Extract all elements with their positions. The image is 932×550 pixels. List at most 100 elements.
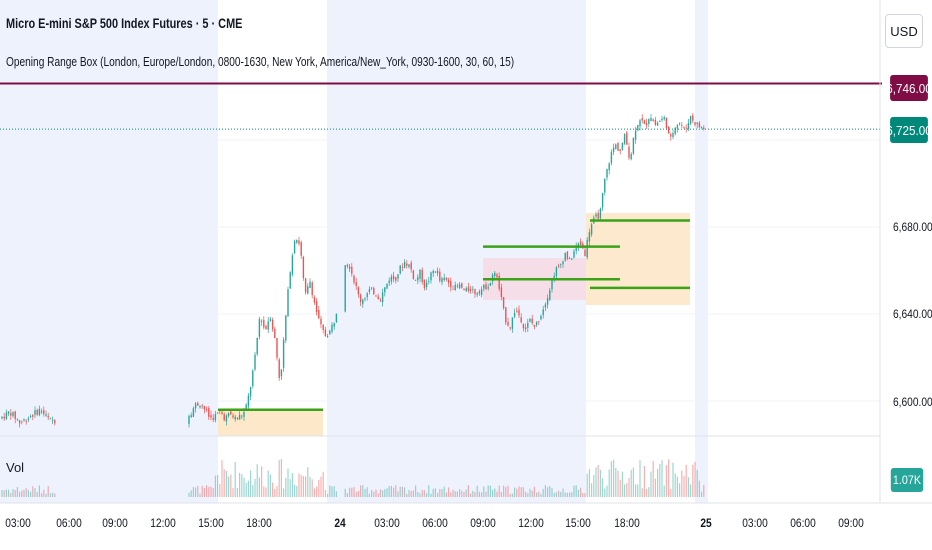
candle-body	[588, 232, 591, 242]
candle-body	[364, 298, 366, 300]
candle-body	[564, 252, 566, 261]
volume-bar	[483, 486, 485, 497]
candle-body	[549, 290, 551, 300]
volume-bar	[591, 483, 593, 497]
candle-body	[381, 292, 384, 303]
volume-bar	[602, 478, 604, 497]
candle-body	[520, 317, 522, 323]
volume-bar	[223, 469, 225, 497]
candle-body	[406, 263, 408, 266]
volume-bar	[362, 485, 364, 497]
volume-bar	[551, 488, 553, 497]
volume-bar	[485, 491, 487, 497]
candle-body	[23, 419, 25, 421]
candle-body	[626, 132, 628, 145]
candle-body	[689, 116, 692, 124]
volume-bar	[461, 490, 463, 497]
candle-body	[414, 279, 417, 281]
candle-body	[502, 296, 505, 308]
volume-bar	[373, 491, 375, 497]
candle-body	[230, 411, 232, 415]
volume-bar	[34, 488, 36, 497]
candle-body	[410, 262, 412, 270]
volume-bar	[245, 482, 247, 497]
volume-bar	[628, 477, 630, 497]
volume-bar	[443, 486, 445, 497]
candle-body	[388, 280, 390, 283]
volume-bar	[10, 492, 12, 497]
volume-bar	[562, 488, 564, 497]
candle-body	[456, 285, 459, 287]
candle-body	[676, 125, 679, 129]
volume-bar	[496, 491, 498, 497]
grid-lines	[0, 139, 880, 402]
currency-button[interactable]: USD	[885, 14, 923, 48]
candle-body	[480, 289, 483, 296]
volume-bar	[549, 486, 551, 497]
candle-body	[51, 420, 54, 422]
volume-bar	[379, 489, 381, 497]
candle-body	[36, 409, 38, 415]
volume-bar	[525, 491, 527, 497]
candle-body	[348, 266, 351, 269]
candle-body	[634, 130, 637, 140]
candle-body	[595, 214, 597, 217]
candle-body	[670, 134, 672, 137]
time-tick: 12:00	[518, 516, 544, 530]
candle-body	[439, 271, 441, 281]
candle-body	[571, 259, 573, 260]
candle-body	[344, 265, 346, 312]
candle-body	[465, 288, 467, 292]
volume-label[interactable]: Vol	[6, 460, 25, 475]
volume-bar	[320, 476, 322, 497]
volume-bar	[641, 488, 643, 497]
volume-bar	[610, 461, 612, 497]
volume-bar	[538, 491, 540, 497]
candle-body	[254, 354, 256, 370]
volume-bar	[243, 477, 245, 497]
volume-bar	[500, 491, 502, 497]
volume-bar	[630, 469, 632, 497]
candle-body	[267, 321, 269, 330]
volume-bar	[252, 485, 254, 497]
candle-body	[511, 317, 514, 329]
candle-body	[265, 325, 267, 329]
symbol-title[interactable]: Micro E-mini S&P 500 Index Futures · 5 ·…	[6, 15, 243, 31]
candle-body	[654, 119, 657, 125]
volume-bar	[417, 492, 419, 497]
candle-body	[573, 251, 575, 258]
candle-body	[245, 404, 247, 410]
session-shade	[327, 0, 586, 503]
volume-bar	[364, 488, 366, 497]
candle-body	[681, 125, 683, 126]
time-tick: 03:00	[5, 516, 31, 530]
time-tick: 09:00	[470, 516, 496, 530]
candle-body	[652, 119, 654, 121]
candle-body	[412, 270, 415, 279]
indicator-legend[interactable]: Opening Range Box (London, Europe/London…	[6, 54, 515, 69]
candle-body	[553, 275, 555, 280]
candle-body	[403, 262, 406, 268]
volume-bar	[558, 490, 560, 497]
volume-bar	[498, 485, 500, 497]
candle-body	[524, 327, 527, 330]
volume-bar	[635, 484, 637, 497]
session-shade	[695, 0, 708, 503]
candle-body	[192, 408, 195, 417]
volume-bar	[511, 493, 513, 497]
opening-range-boxes	[218, 213, 690, 436]
volume-bar	[527, 493, 529, 497]
candle-body	[586, 239, 588, 258]
candle-body	[293, 241, 296, 254]
volume-bar	[217, 474, 219, 497]
candle-body	[645, 123, 648, 126]
candle-body	[247, 395, 250, 407]
volume-bar	[382, 490, 384, 497]
volume-bar	[509, 493, 511, 497]
volume-bar	[421, 490, 423, 497]
candle-body	[194, 403, 197, 409]
candle-body	[16, 419, 19, 421]
candle-body	[551, 280, 553, 290]
candle-body	[661, 118, 663, 121]
